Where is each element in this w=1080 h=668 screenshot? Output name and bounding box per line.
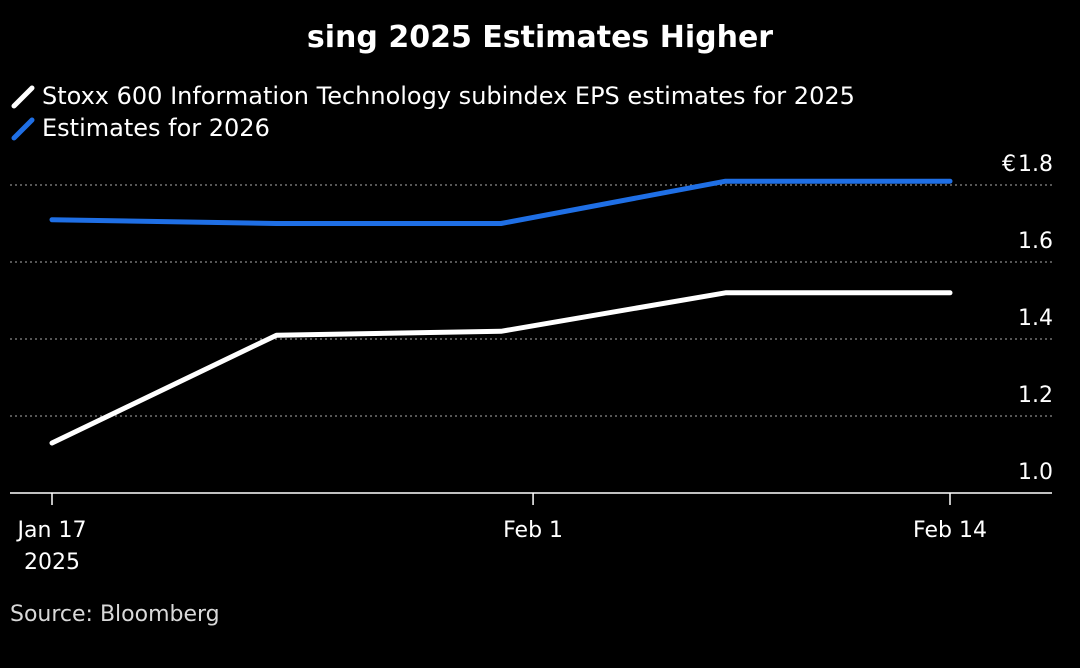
x-tick-label-1: Feb 1 <box>503 518 563 543</box>
source-note: Source: Bloomberg <box>10 602 220 627</box>
series-line-2026 <box>49 178 953 226</box>
legend-label-2026: Estimates for 2026 <box>42 114 270 142</box>
legend: Stoxx 600 Information Technology subinde… <box>10 80 855 144</box>
y-tick-label-2: 1.4 <box>1018 306 1053 331</box>
x-tick-label-2: Feb 14 <box>913 518 987 543</box>
y-unit-prefix: € <box>1002 152 1016 177</box>
legend-swatch-2025 <box>11 85 35 109</box>
line-chart: 1.8€1.6 1.4 1.2 1.0 Jan 17 2025 Feb 1 Feb 14 <box>10 152 1053 575</box>
gridlines <box>10 184 1052 417</box>
x-axis: Jan 17 2025 Feb 1 Feb 14 <box>10 492 1052 575</box>
series-line-2025 <box>49 290 953 446</box>
legend-swatch-2026 <box>11 117 35 141</box>
y-tick-label-3: 1.2 <box>1018 383 1053 408</box>
legend-label-2025: Stoxx 600 Information Technology subinde… <box>42 82 855 110</box>
x-tick-label-0: Jan 17 <box>16 518 87 543</box>
chart-title: sing 2025 Estimates Higher <box>306 20 774 55</box>
series-lines <box>49 178 953 446</box>
y-axis: 1.8€1.6 1.4 1.2 1.0 <box>1002 152 1053 485</box>
y-tick-label-4: 1.0 <box>1018 460 1053 485</box>
y-tick-label-0: 1.8 <box>1018 152 1053 177</box>
legend-item-2026: Estimates for 2026 <box>10 112 855 144</box>
y-tick-label-1: 1.6 <box>1018 229 1053 254</box>
legend-item-2025: Stoxx 600 Information Technology subinde… <box>10 80 855 112</box>
x-tick-sublabel-0: 2025 <box>24 550 80 575</box>
